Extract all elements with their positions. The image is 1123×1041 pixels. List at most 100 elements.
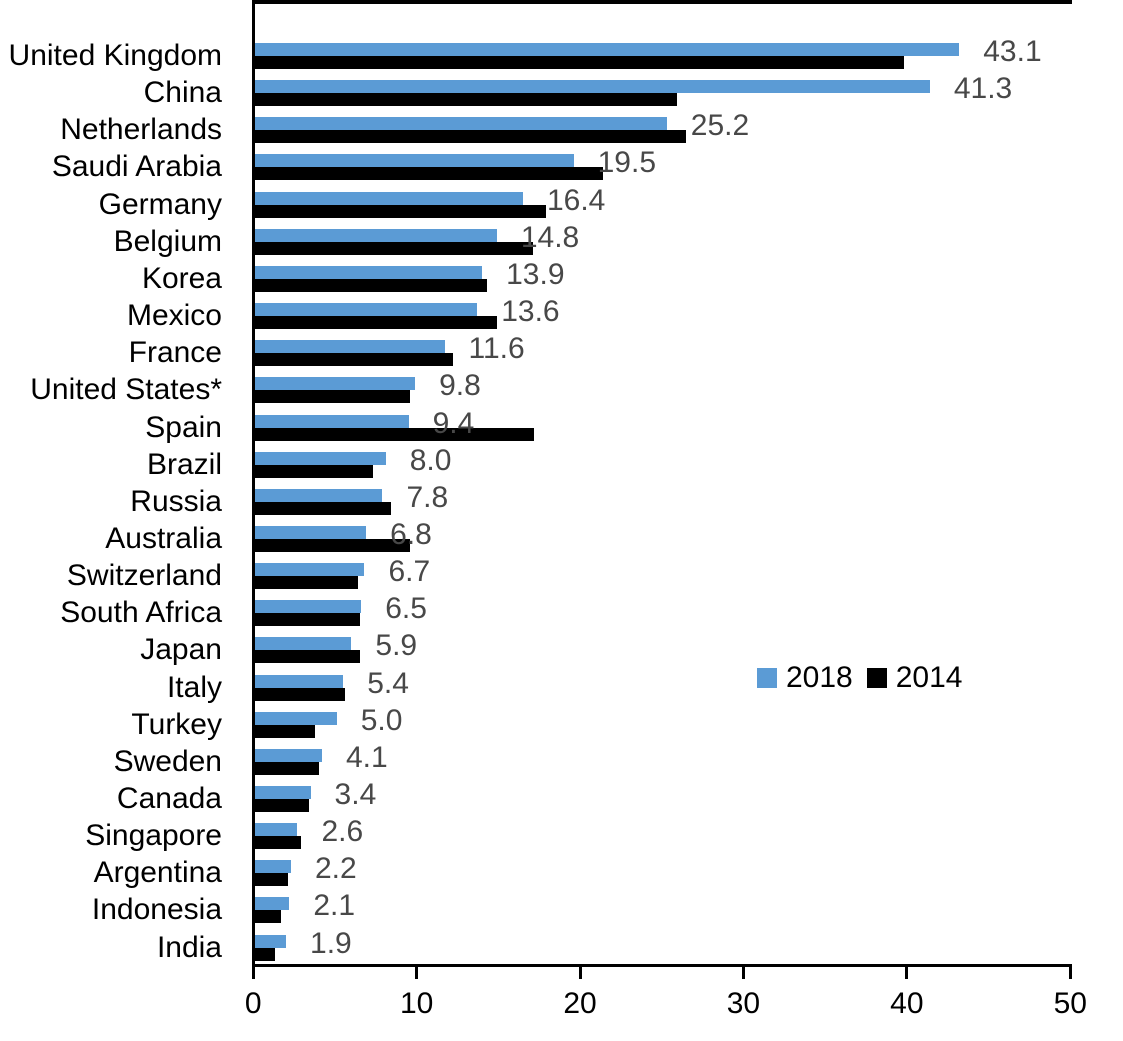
category-label: Switzerland (66, 559, 222, 593)
x-axis-tick (578, 963, 582, 979)
category-label: United States* (30, 373, 222, 407)
category-label: United Kingdom (8, 39, 222, 72)
value-label: 2.6 (321, 815, 364, 849)
category-label: France (128, 336, 222, 370)
category-label: Singapore (85, 819, 222, 853)
category-label: Korea (141, 261, 222, 295)
x-axis-tick (415, 963, 419, 979)
bar-2014 (255, 278, 488, 292)
value-label: 6.8 (390, 517, 432, 551)
category-label: Russia (130, 484, 222, 518)
bar-2014 (255, 761, 319, 775)
value-label: 6.7 (388, 555, 431, 589)
x-axis-tick-label: 0 (244, 987, 262, 1020)
x-axis-tick-label: 50 (1053, 987, 1087, 1020)
value-label: 43.1 (983, 35, 1042, 68)
category-label: Netherlands (60, 113, 222, 147)
bar-2018 (255, 377, 416, 391)
category-label: Saudi Arabia (51, 150, 222, 184)
bar-2014 (255, 910, 282, 924)
category-label: Japan (140, 633, 222, 667)
bar-2014 (255, 130, 687, 144)
bar-2014 (255, 650, 360, 664)
bar-2018 (255, 786, 311, 799)
value-label: 7.8 (406, 480, 449, 514)
bar-2018 (255, 563, 365, 577)
bar-2014 (255, 799, 309, 812)
x-axis-tick (905, 963, 909, 979)
value-label: 3.4 (334, 778, 377, 811)
x-axis-tick (1068, 963, 1072, 979)
bar-2018 (255, 637, 352, 651)
value-label: 8.0 (409, 443, 452, 477)
bar-2018 (255, 600, 362, 614)
bar-2014 (255, 947, 275, 961)
y-axis-line (251, 0, 255, 978)
x-axis-tick-label: 40 (890, 987, 924, 1020)
bar-2018 (255, 265, 483, 279)
bar-2018 (255, 80, 930, 94)
value-label: 6.5 (385, 592, 427, 626)
bar-2018 (255, 303, 478, 317)
category-label: Indonesia (91, 893, 222, 927)
category-label: Brazil (146, 447, 222, 481)
bar-2018 (255, 823, 298, 837)
category-label: Turkey (131, 707, 222, 741)
category-label: Germany (98, 187, 222, 221)
value-label: 13.6 (501, 295, 560, 329)
category-label: Australia (105, 521, 222, 555)
value-label: 9.4 (432, 406, 475, 440)
category-label: Italy (166, 670, 222, 704)
category-label: China (143, 76, 222, 110)
category-label: Argentina (93, 856, 222, 890)
bar-2018 (255, 228, 497, 242)
value-label: 19.5 (597, 146, 657, 180)
bar-2018 (255, 451, 386, 465)
plot-top-border (251, 0, 1072, 4)
bar-2018 (255, 748, 322, 762)
bar-2014 (255, 390, 411, 404)
legend: 2018 2014 (757, 661, 963, 695)
bar-2018 (255, 43, 960, 56)
legend-entry-2018: 2018 (757, 661, 853, 695)
x-axis-tick-label: 30 (726, 987, 761, 1020)
value-label: 41.3 (953, 72, 1013, 106)
bar-2018 (255, 340, 445, 354)
legend-swatch-2018 (757, 668, 777, 688)
bar-2018 (255, 674, 344, 688)
x-axis-tick-label: 10 (399, 987, 434, 1020)
bar-2018 (255, 897, 290, 911)
bar-2014 (255, 353, 453, 367)
category-label: Sweden (113, 744, 222, 778)
bar-2014 (255, 56, 904, 69)
value-label: 5.4 (367, 666, 409, 700)
bar-2014 (255, 204, 546, 218)
value-label: 1.9 (310, 926, 352, 960)
bar-2014 (255, 613, 360, 627)
value-label: 11.6 (468, 332, 525, 366)
x-axis-tick-label: 20 (563, 987, 597, 1020)
category-label: Mexico (126, 299, 222, 333)
bar-2014 (255, 724, 316, 738)
bar-2014 (255, 241, 533, 255)
bar-2018 (255, 525, 367, 539)
bar-2018 (255, 860, 291, 874)
category-label: Spain (145, 410, 222, 444)
value-label: 9.8 (439, 369, 481, 403)
bar-2014 (255, 873, 288, 887)
x-axis-tick (251, 963, 255, 979)
bar-2018 (255, 934, 287, 948)
category-label: Canada (116, 782, 222, 815)
value-label: 4.1 (345, 740, 388, 774)
value-label: 5.0 (360, 703, 403, 737)
value-label: 5.9 (375, 629, 418, 663)
bar-2014 (255, 687, 345, 701)
bar-2018 (255, 488, 383, 502)
bar-2014 (255, 538, 411, 552)
bar-2014 (255, 576, 358, 590)
category-label: South Africa (60, 596, 222, 630)
bar-2014 (255, 464, 373, 478)
x-axis-tick (741, 963, 745, 979)
legend-label-2014: 2014 (895, 661, 963, 694)
